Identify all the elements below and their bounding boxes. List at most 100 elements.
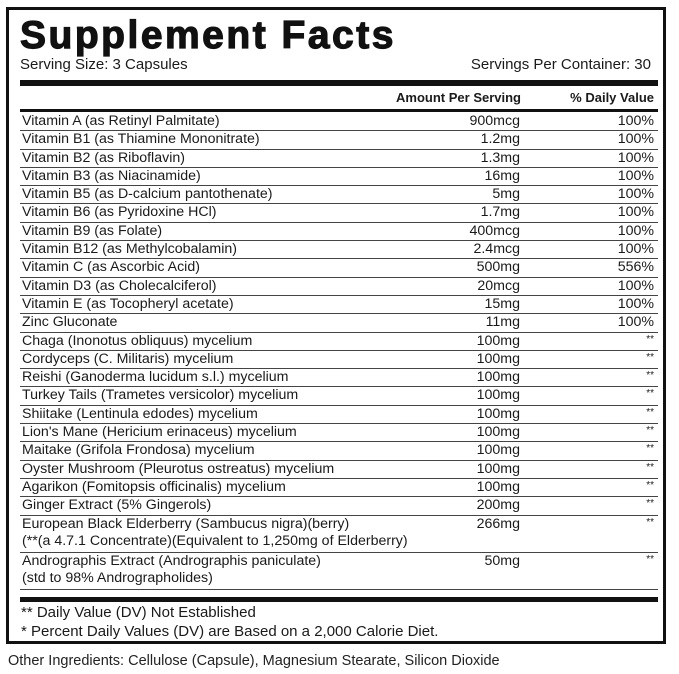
nutrient-daily-value: ** <box>646 351 654 363</box>
nutrient-daily-value: 100% <box>617 241 654 258</box>
table-row: Cordyceps (C. Militaris) mycelium 100mg ** <box>20 350 658 370</box>
nutrient-amount: 100mg <box>476 405 520 422</box>
nutrient-name: Cordyceps (C. Militaris) mycelium <box>22 350 234 367</box>
table-row: Vitamin C (as Ascorbic Acid) 500mg 556% <box>20 259 658 278</box>
table-row: Shiitake (Lentinula edodes) mycelium 100m… <box>20 405 658 425</box>
nutrient-name: Reishi (Ganoderma lucidum s.l.) mycelium <box>22 369 289 386</box>
table-row: Lion's Mane (Hericium erinaceus) myceliu… <box>20 424 658 443</box>
nutrient-amount: 266mg <box>476 515 520 532</box>
table-row: Oyster Mushroom (Pleurotus ostreatus) my… <box>20 461 658 479</box>
nutrient-amount: 2.4mcg <box>473 241 520 258</box>
nutrient-daily-value: ** <box>646 388 654 400</box>
table-row: Vitamin B1 (as Thiamine Mononitrate) 1.2m… <box>20 131 658 150</box>
nutrient-amount: 100mg <box>476 369 520 386</box>
nutrient-amount: 100mg <box>476 387 520 404</box>
nutrient-daily-value: 100% <box>617 314 654 331</box>
nutrient-daily-value: ** <box>646 516 654 528</box>
table-row: Vitamin A (as Retinyl Palmitate) 900mcg 10… <box>20 113 658 132</box>
nutrient-name: Vitamin B1 (as Thiamine Mononitrate) <box>22 131 260 148</box>
nutrient-daily-value: ** <box>646 443 654 455</box>
nutrient-name: Chaga (Inonotus obliquus) mycelium <box>22 332 253 349</box>
table-row: Agarikon (Fomitopsis officinalis) myceli… <box>20 478 658 498</box>
nutrient-name: Vitamin D3 (as Cholecalciferol) <box>22 277 217 294</box>
nutrient-daily-value: 100% <box>617 222 654 239</box>
other-ingredients: Other Ingredients: Cellulose (Capsule), … <box>8 653 500 669</box>
nutrient-amount: 400mcg <box>469 222 520 239</box>
table-row: Vitamin B12 (as Methylcobalamin) 2.4mcg 10… <box>20 241 658 260</box>
nutrient-amount: 900mcg <box>469 113 520 129</box>
nutrient-daily-value: 100% <box>617 167 654 184</box>
nutrient-daily-value: 100% <box>617 113 654 129</box>
table-row: Vitamin B5 (as D-calcium pantothenate) 5m… <box>20 186 658 205</box>
divider-footer <box>20 597 658 602</box>
nutrient-amount: 100mg <box>476 332 520 349</box>
nutrient-daily-value: ** <box>646 406 654 418</box>
header-dv: % Daily Value <box>570 90 654 105</box>
table-row: Zinc Gluconate 11mg 100% <box>20 314 658 333</box>
nutrient-name: Lion's Mane (Hericium erinaceus) myceliu… <box>22 424 297 441</box>
nutrient-name: Zinc Gluconate <box>22 314 118 331</box>
nutrient-name: Oyster Mushroom (Pleurotus ostreatus) my… <box>22 460 335 477</box>
servings-per-container: Servings Per Container: 30 <box>470 56 651 73</box>
nutrient-name: Vitamin B5 (as D-calcium pantothenate) <box>22 186 273 203</box>
nutrient-amount: 11mg <box>485 314 520 331</box>
nutrient-name: Vitamin B6 (as Pyridoxine HCl) <box>22 204 217 221</box>
nutrient-daily-value: ** <box>646 553 654 565</box>
table-row: Andrographis Extract (Andrographis panic… <box>20 553 658 590</box>
nutrient-name: Turkey Tails (Trametes versicolor) mycel… <box>22 387 299 404</box>
nutrient-amount: 15mg <box>484 295 521 312</box>
nutrient-daily-value: 100% <box>617 149 654 166</box>
table-row: Reishi (Ganoderma lucidum s.l.) mycelium… <box>20 369 658 388</box>
nutrient-table: Vitamin A (as Retinyl Palmitate) 900mcg 10… <box>20 113 658 590</box>
nutrient-name: Vitamin B12 (as Methylcobalamin) <box>22 241 238 258</box>
nutrient-daily-value: 100% <box>617 186 654 203</box>
nutrient-amount: 500mg <box>476 259 520 276</box>
serving-size: Serving Size: 3 Capsules <box>20 56 188 73</box>
nutrient-amount: 1.2mg <box>480 131 520 148</box>
nutrient-amount: 20mcg <box>477 277 520 294</box>
nutrient-amount: 5mg <box>492 186 520 203</box>
nutrient-name: European Black Elderberry (Sambucus nigr… <box>22 515 408 549</box>
header-amount: Amount Per Serving <box>396 90 521 105</box>
footnote: ** Daily Value (DV) Not Established <box>21 604 256 621</box>
nutrient-name: Vitamin C (as Ascorbic Acid) <box>22 259 200 276</box>
divider-thick <box>20 80 658 86</box>
table-row: Turkey Tails (Trametes versicolor) mycel… <box>20 387 658 406</box>
nutrient-daily-value: ** <box>646 461 654 473</box>
nutrient-amount: 100mg <box>476 460 520 477</box>
divider-header <box>20 109 658 112</box>
nutrient-amount: 200mg <box>476 497 520 514</box>
nutrient-name: Vitamin B2 (as Riboflavin) <box>22 149 185 166</box>
nutrient-daily-value: 556% <box>617 259 654 276</box>
table-row: Vitamin B6 (as Pyridoxine HCl) 1.7mg 100% <box>20 204 658 223</box>
nutrient-amount: 100mg <box>476 424 520 441</box>
table-row: Vitamin D3 (as Cholecalciferol) 20mcg 100% <box>20 278 658 296</box>
nutrient-amount: 100mg <box>476 350 520 367</box>
nutrient-name: Vitamin A (as Retinyl Palmitate) <box>22 113 220 129</box>
nutrient-amount: 16mg <box>484 167 521 184</box>
nutrient-name: Ginger Extract (5% Gingerols) <box>22 497 212 514</box>
table-row: Ginger Extract (5% Gingerols) 200mg ** <box>20 497 658 516</box>
nutrient-daily-value: ** <box>646 498 654 510</box>
table-row: Vitamin E (as Tocopheryl acetate) 15mg 100… <box>20 295 658 315</box>
nutrient-name: Vitamin E (as Tocopheryl acetate) <box>22 295 234 312</box>
nutrient-amount: 1.7mg <box>480 204 520 221</box>
table-row: Maitake (Grifola Frondosa) mycelium 100mg… <box>20 442 658 461</box>
panel-title: Supplement Facts <box>19 13 396 57</box>
nutrient-name: Agarikon (Fomitopsis officinalis) myceli… <box>22 478 286 495</box>
table-row: Vitamin B2 (as Riboflavin) 1.3mg 100% <box>20 150 658 168</box>
nutrient-name: Vitamin B9 (as Folate) <box>22 222 163 239</box>
table-row: Vitamin B9 (as Folate) 400mcg 100% <box>20 222 658 242</box>
nutrient-amount: 100mg <box>476 478 520 495</box>
nutrient-daily-value: 100% <box>617 204 654 221</box>
nutrient-name: Maitake (Grifola Frondosa) mycelium <box>22 442 255 459</box>
supplement-facts-panel: Supplement Facts Serving Size: 3 Capsule… <box>6 7 666 644</box>
nutrient-daily-value: ** <box>646 425 654 437</box>
footnote: * Percent Daily Values (DV) are Based on… <box>21 623 439 640</box>
table-row: Vitamin B3 (as Niacinamide) 16mg 100% <box>20 167 658 187</box>
nutrient-name: Shiitake (Lentinula edodes) mycelium <box>22 405 258 422</box>
nutrient-daily-value: ** <box>646 479 654 491</box>
nutrient-amount: 50mg <box>484 552 521 569</box>
nutrient-amount: 1.3mg <box>480 149 520 166</box>
nutrient-daily-value: ** <box>646 333 654 345</box>
